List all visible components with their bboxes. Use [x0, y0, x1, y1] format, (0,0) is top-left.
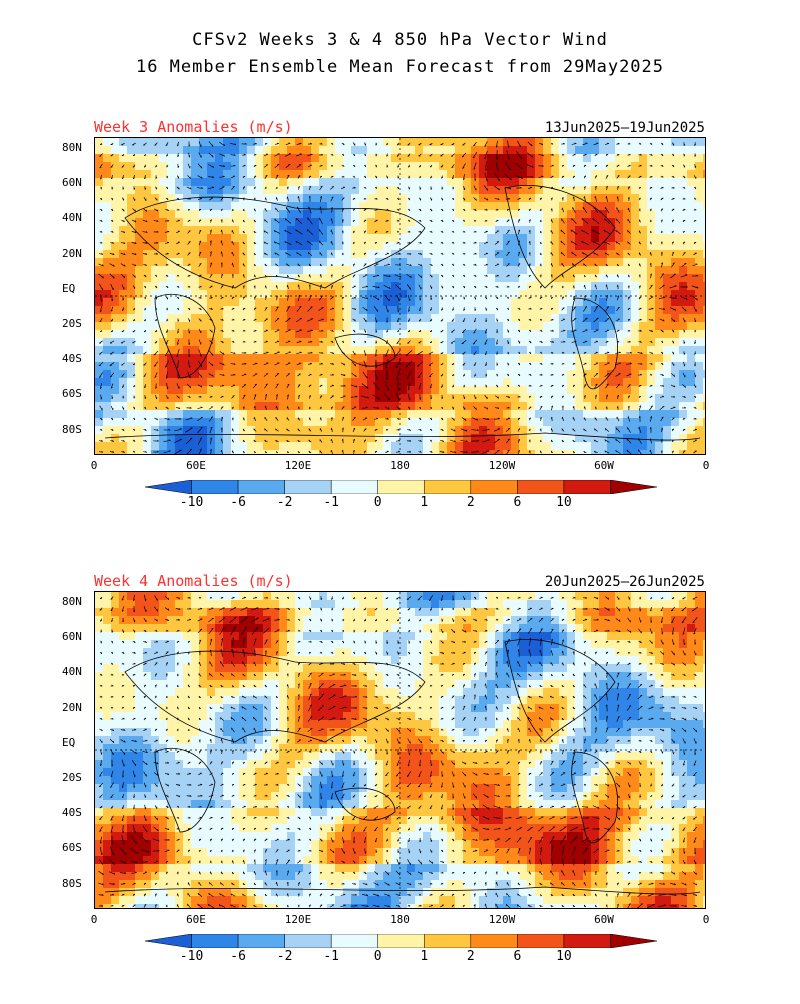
lat-label: 60S [62, 387, 82, 400]
lat-label: 40N [62, 665, 82, 678]
colorbar-label: -1 [323, 495, 339, 510]
lon-label: 0 [91, 459, 98, 472]
colorbar-label: 1 [420, 495, 428, 510]
colorbar [145, 934, 657, 948]
colorbar [145, 480, 657, 494]
lon-label: 0 [703, 913, 710, 926]
lon-label: 120W [489, 459, 516, 472]
lon-label: 180 [390, 913, 410, 926]
colorbar-swatch [285, 934, 332, 948]
colorbar-swatch [564, 934, 611, 948]
colorbar-swatch [424, 480, 471, 494]
lon-label: 180 [390, 459, 410, 472]
colorbar-swatch [424, 934, 471, 948]
lat-label: 20S [62, 317, 82, 330]
lon-label: 60E [186, 913, 206, 926]
lon-label: 0 [703, 459, 710, 472]
lat-label: 40S [62, 806, 82, 819]
colorbar-label: 6 [513, 495, 521, 510]
week4-map [94, 591, 706, 909]
colorbar-label: 0 [374, 949, 382, 964]
colorbar-label: -10 [180, 495, 203, 510]
colorbar-swatch [517, 480, 564, 494]
colorbar-label: -6 [230, 949, 246, 964]
colorbar-swatch [192, 934, 239, 948]
lat-label: 80S [62, 877, 82, 890]
colorbar-swatch [192, 480, 239, 494]
colorbar-label: -1 [323, 949, 339, 964]
week3-map [94, 137, 706, 455]
lon-label: 120W [489, 913, 516, 926]
colorbar-label: 10 [556, 949, 572, 964]
colorbar-swatch [517, 934, 564, 948]
colorbar-swatch [610, 480, 657, 494]
lon-label: 120E [285, 913, 312, 926]
colorbar-label: -6 [230, 495, 246, 510]
lat-label: EQ [62, 282, 75, 295]
lat-label: 40N [62, 211, 82, 224]
lon-label: 60E [186, 459, 206, 472]
lat-label: 20N [62, 247, 82, 260]
chart-title-line2: 16 Member Ensemble Mean Forecast from 29… [0, 57, 800, 77]
colorbar-label: -2 [277, 495, 293, 510]
colorbar-swatch [331, 480, 378, 494]
lat-label: 80S [62, 423, 82, 436]
lat-label: 80N [62, 595, 82, 608]
colorbar-swatch [285, 480, 332, 494]
colorbar-label: 1 [420, 949, 428, 964]
lon-label: 60W [594, 913, 614, 926]
week3-title: Week 3 Anomalies (m/s) [94, 118, 293, 136]
chart-title-line1: CFSv2 Weeks 3 & 4 850 hPa Vector Wind [0, 30, 800, 50]
lat-label: 60S [62, 841, 82, 854]
lat-label: 60N [62, 176, 82, 189]
colorbar-label: 2 [467, 495, 475, 510]
lat-label: 40S [62, 352, 82, 365]
lon-label: 120E [285, 459, 312, 472]
colorbar-swatch [378, 934, 425, 948]
colorbar-swatch [238, 480, 285, 494]
lat-label: 20N [62, 701, 82, 714]
colorbar-swatch [145, 480, 192, 494]
week4-title: Week 4 Anomalies (m/s) [94, 572, 293, 590]
week3-dates: 13Jun2025—19Jun2025 [545, 120, 705, 136]
colorbar-swatch [610, 934, 657, 948]
colorbar-label: -2 [277, 949, 293, 964]
colorbar-label: -10 [180, 949, 203, 964]
colorbar-swatch [471, 934, 518, 948]
lon-label: 0 [91, 913, 98, 926]
colorbar-swatch [145, 934, 192, 948]
colorbar-swatch [238, 934, 285, 948]
lat-label: 60N [62, 630, 82, 643]
colorbar-label: 0 [374, 495, 382, 510]
colorbar-label: 10 [556, 495, 572, 510]
lat-label: 80N [62, 141, 82, 154]
week4-dates: 20Jun2025—26Jun2025 [545, 574, 705, 590]
colorbar-swatch [331, 934, 378, 948]
colorbar-label: 6 [513, 949, 521, 964]
colorbar-label: 2 [467, 949, 475, 964]
colorbar-swatch [378, 480, 425, 494]
lat-label: 20S [62, 771, 82, 784]
colorbar-swatch [564, 480, 611, 494]
colorbar-swatch [471, 480, 518, 494]
lon-label: 60W [594, 459, 614, 472]
lat-label: EQ [62, 736, 75, 749]
